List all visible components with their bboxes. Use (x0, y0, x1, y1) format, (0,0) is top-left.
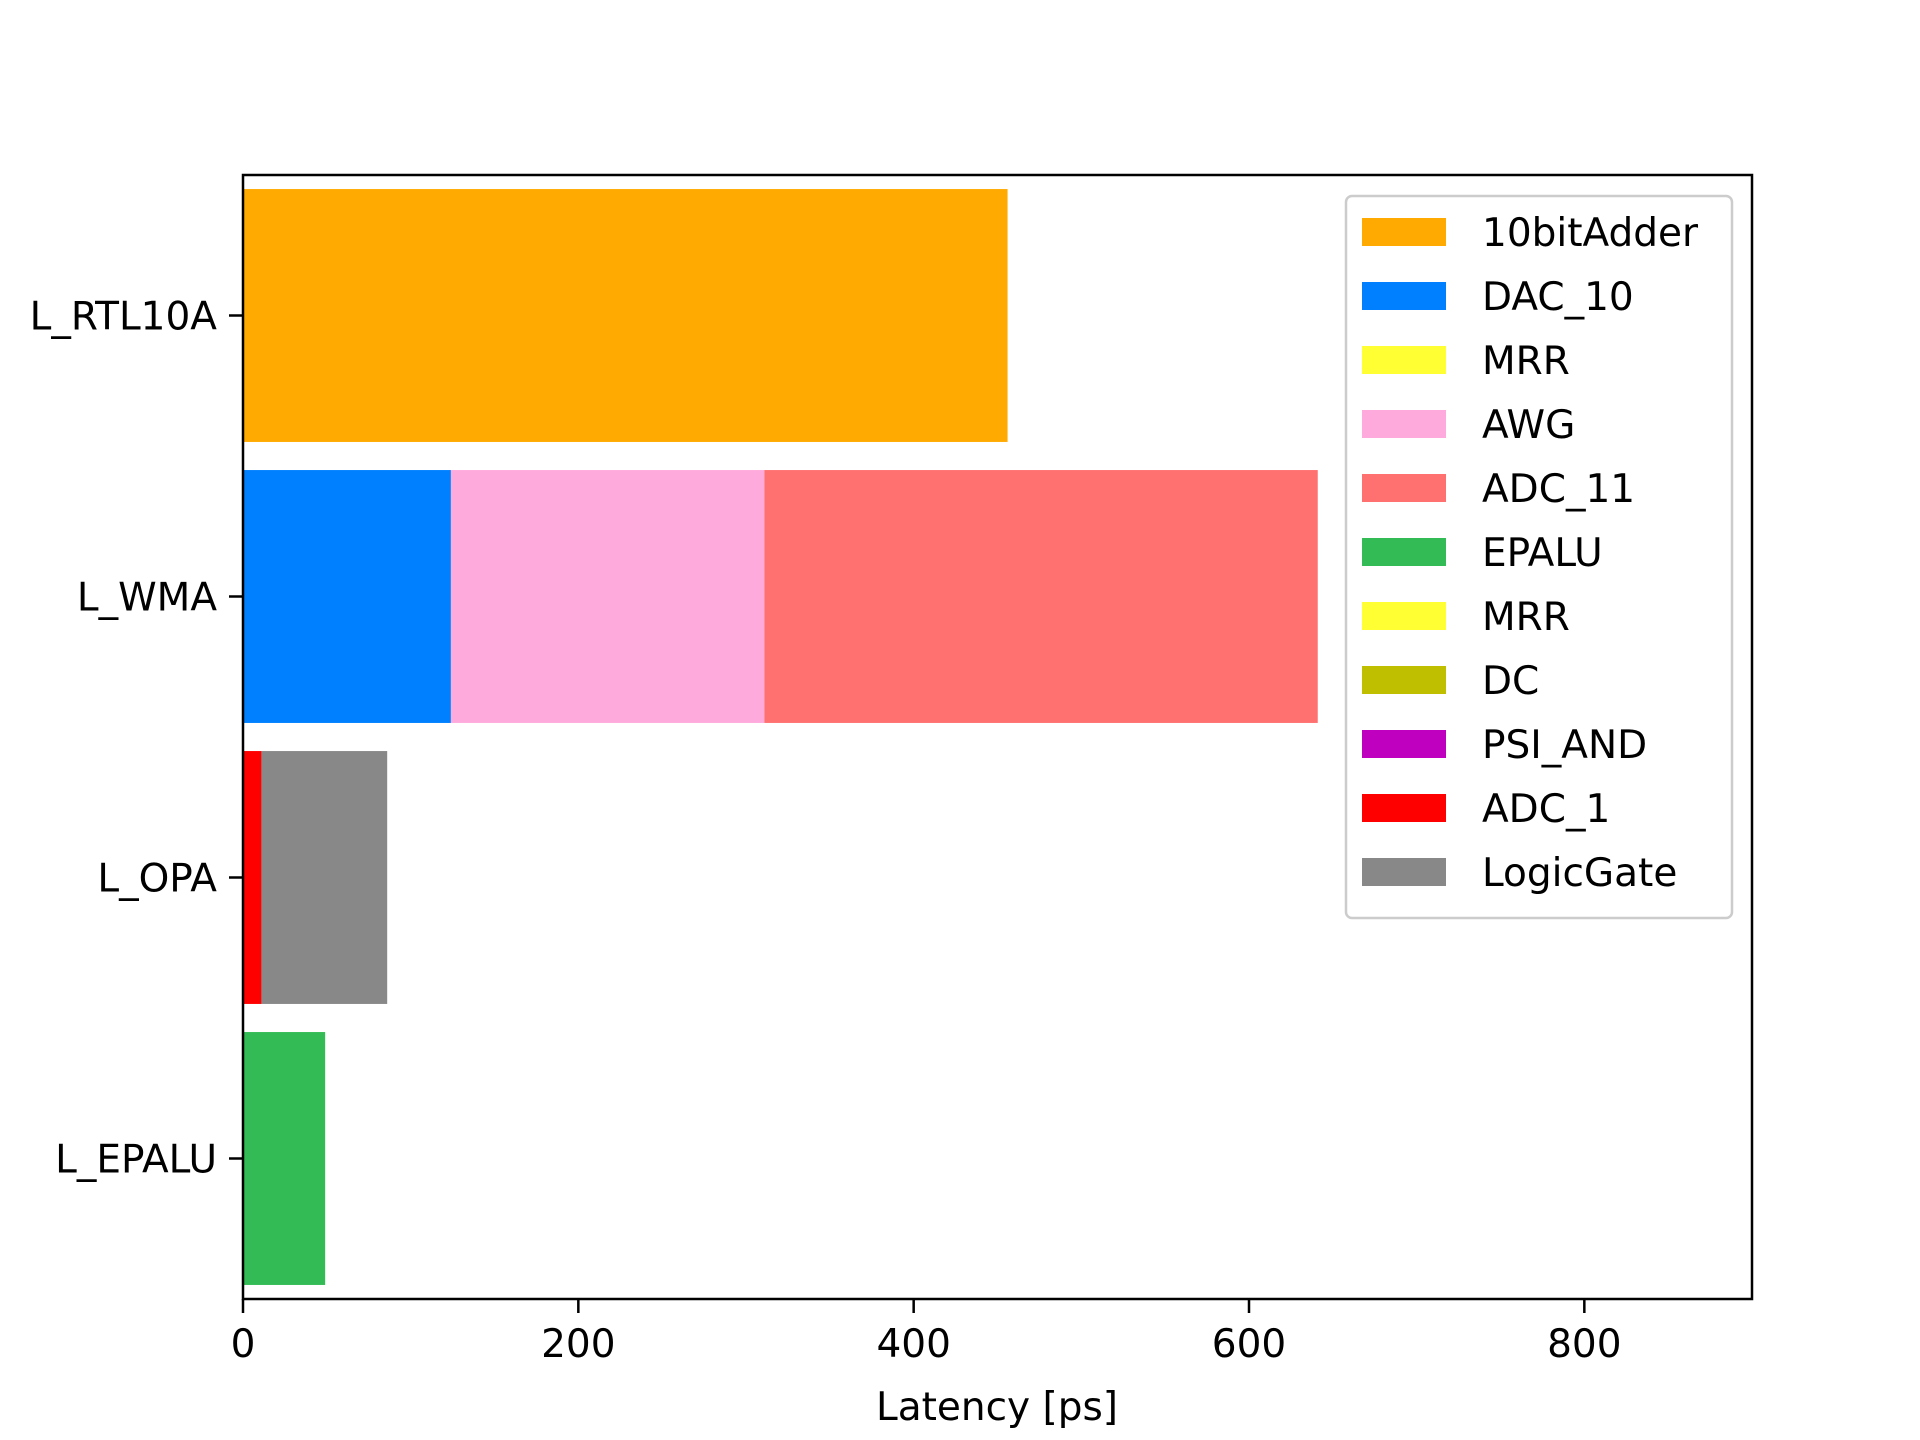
legend-swatch-10bitadder-0 (1362, 218, 1446, 246)
y-tick-label-l-epalu: L_EPALU (55, 1138, 217, 1183)
legend-label-10bitadder-0: 10bitAdder (1482, 211, 1699, 256)
legend-swatch-psi-and-8 (1362, 730, 1446, 758)
x-tick-label-800: 800 (1547, 1322, 1621, 1367)
legend-label-mrr-2: MRR (1482, 339, 1570, 384)
x-tick-label-400: 400 (876, 1322, 950, 1367)
legend-label-adc-1-9: ADC_1 (1482, 787, 1610, 832)
y-tick-label-l-rtl10a: L_RTL10A (30, 295, 218, 340)
legend-label-logicgate-10: LogicGate (1482, 851, 1677, 896)
legend-swatch-epalu-5 (1362, 538, 1446, 566)
legend-swatch-dac-10-1 (1362, 282, 1446, 310)
legend-label-awg-3: AWG (1482, 403, 1575, 448)
bar-l-wma-awg-3 (450, 470, 765, 723)
legend-swatch-adc-11-4 (1362, 474, 1446, 502)
legend-swatch-adc-1-9 (1362, 794, 1446, 822)
bar-l-wma-adc-11-4 (764, 470, 1318, 723)
legend-swatch-mrr-6 (1362, 602, 1446, 630)
bar-l-opa-logicgate-10 (261, 751, 388, 1004)
bars-layer (243, 189, 1318, 1285)
bar-l-epalu-epalu-5 (243, 1032, 326, 1285)
legend-swatch-awg-3 (1362, 410, 1446, 438)
legend-label-mrr-6: MRR (1482, 595, 1570, 640)
x-tick-label-200: 200 (541, 1322, 615, 1367)
bar-l-wma-dac-10-1 (243, 470, 451, 723)
legend-label-adc-11-4: ADC_11 (1482, 467, 1635, 512)
x-axis-label: Latency [ps] (876, 1385, 1118, 1430)
legend: 10bitAdder DAC_10 MRR AWG ADC_11 EPALU MRR DC PS… (1344, 194, 1734, 920)
legend-label-dc-7: DC (1482, 659, 1539, 704)
legend-label-epalu-5: EPALU (1482, 531, 1603, 576)
y-tick-label-l-opa: L_OPA (97, 857, 217, 902)
x-tick-label-600: 600 (1212, 1322, 1286, 1367)
y-axis: L_RTL10A L_WMA L_OPA L_EPALU (30, 295, 243, 1183)
plot-frame (241, 173, 1754, 1301)
legend-swatch-logicgate-10 (1362, 858, 1446, 886)
legend-swatch-mrr-2 (1362, 346, 1446, 374)
bar-l-opa-adc-1-9 (243, 751, 262, 1004)
y-tick-label-l-wma: L_WMA (77, 576, 217, 621)
legend-swatch-dc-7 (1362, 666, 1446, 694)
x-axis: 0 200 400 600 800 (231, 1299, 1622, 1367)
x-tick-label-0: 0 (231, 1322, 256, 1367)
legend-label-dac-10-1: DAC_10 (1482, 275, 1634, 320)
bar-l-rtl10a-10bitadder-0 (243, 189, 1008, 442)
legend-label-psi-and-8: PSI_AND (1482, 723, 1647, 768)
